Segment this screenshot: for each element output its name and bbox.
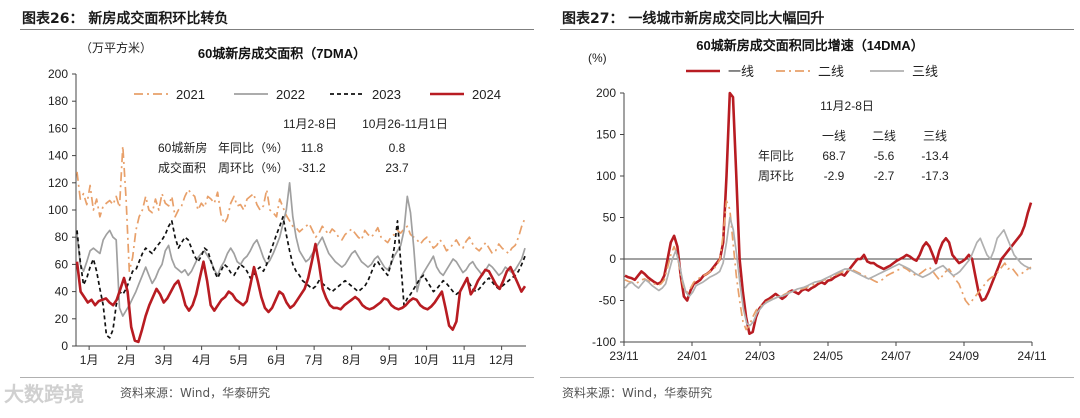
chart-title: 60城新房成交面积同比增速（14DMA） [696, 38, 924, 53]
legend-label: 2024 [472, 87, 501, 102]
x-tick-label: 4月 [192, 353, 211, 367]
table-row-group: 60城新房 [158, 140, 207, 155]
table-row-label: 年同比 [758, 149, 794, 163]
series-line-二线 [624, 200, 1032, 331]
y-tick-label: -100 [592, 335, 616, 349]
y-tick-label: 140 [48, 149, 68, 163]
x-tick-label: 24/03 [745, 349, 775, 363]
legend-label: 二线 [818, 64, 844, 79]
table-value: -5.6 [874, 149, 895, 163]
y-tick-label: 100 [596, 169, 616, 183]
table-value: 68.7 [822, 149, 846, 163]
right-bottom-rule [560, 377, 1074, 378]
x-tick-label: 1月 [80, 353, 99, 367]
x-tick-label: 11月 [452, 353, 476, 367]
x-tick-label: 24/09 [949, 349, 979, 363]
left-figure-panel: 图表26： 新房成交面积环比转负 60城新房成交面积（7DMA） （万平方米） 0 2… [4, 11, 534, 406]
series-line-一线 [624, 91, 1033, 336]
table-col-header: 10月26-11月1日 [362, 117, 448, 131]
left-title-rule [20, 29, 534, 30]
y-tick-label: 160 [48, 121, 68, 135]
right-title-rule [560, 29, 1074, 30]
legend-label: 一线 [728, 64, 754, 79]
y-tick-label: 0 [61, 339, 68, 353]
table-value: 11.8 [301, 141, 324, 155]
x-tick-label: 5月 [230, 353, 249, 367]
table-col-header: 二线 [872, 129, 896, 143]
right-figure-title: 图表27： 一线城市新房成交同比大幅回升 [562, 11, 825, 27]
table-value: 23.7 [385, 161, 409, 175]
series-line-2021 [76, 145, 526, 273]
table-value: -2.7 [874, 169, 895, 183]
chart-title: 60城新房成交面积（7DMA） [198, 46, 366, 61]
table-col-header: 三线 [923, 129, 947, 143]
y-tick-label: 0 [609, 252, 616, 266]
series-line-2022 [76, 181, 526, 317]
watermark-text: 大数跨境 [4, 382, 84, 406]
table-row-label: 年同比（%） [218, 141, 289, 155]
y-tick-label: 180 [48, 94, 68, 108]
table-date: 11月2-8日 [820, 99, 874, 113]
right-source-note: 资料来源：Wind，华泰研究 [562, 386, 713, 400]
y-tick-label: 20 [55, 312, 69, 326]
left-chart: 60城新房成交面积（7DMA） （万平方米） 0 20 40 60 80 100 120 140 1… [48, 40, 527, 367]
y-tick-label: 40 [55, 285, 69, 299]
right-figure-panel: 图表27： 一线城市新房成交同比大幅回升 60城新房成交面积同比增速（14DMA… [540, 0, 1080, 418]
y-tick-label: 120 [48, 176, 68, 190]
x-tick-label: 24/07 [881, 349, 911, 363]
x-tick-label: 3月 [155, 353, 174, 367]
x-tick-label: 23/11 [609, 349, 638, 363]
y-unit-label: (%) [588, 51, 607, 65]
table-row-group: 成交面积 [158, 160, 206, 175]
legend-label: 2021 [176, 87, 205, 102]
legend-label: 2022 [276, 87, 305, 102]
x-tick-label: 24/11 [1017, 349, 1046, 363]
series-line-三线 [624, 216, 1032, 327]
y-tick-label: 60 [55, 257, 69, 271]
x-tick-label: 2月 [117, 353, 136, 367]
table-value: -31.2 [298, 161, 326, 175]
y-tick-label: 80 [55, 230, 69, 244]
x-tick-label: 7月 [305, 353, 324, 367]
x-tick-label: 6月 [267, 353, 286, 367]
right-chart: 60城新房成交面积同比增速（14DMA） (%) -100 -50 0 50 100 150 2… [588, 38, 1047, 363]
table-value: -17.3 [921, 169, 949, 183]
x-tick-label: 12月 [489, 353, 514, 367]
table-row-label: 周环比（%） [218, 161, 289, 175]
table-col-header: 一线 [822, 129, 846, 143]
y-unit-label: （万平方米） [80, 40, 152, 55]
table-row-label: 周环比 [758, 169, 794, 183]
y-tick-label: -50 [599, 294, 617, 308]
series-line-2024 [75, 242, 527, 344]
legend-label: 2023 [372, 87, 401, 102]
y-tick-label: 100 [48, 203, 68, 217]
y-tick-label: 200 [48, 67, 68, 81]
left-bottom-rule [20, 377, 534, 378]
x-tick-label: 10月 [414, 353, 439, 367]
table-value: -2.9 [824, 169, 845, 183]
y-tick-label: 50 [603, 211, 617, 225]
x-tick-label: 24/05 [813, 349, 843, 363]
left-source-note: 资料来源：Wind，华泰研究 [120, 386, 271, 400]
y-tick-label: 200 [596, 86, 616, 100]
left-figure-title: 图表26： 新房成交面积环比转负 [22, 11, 229, 27]
table-value: -13.4 [921, 149, 949, 163]
table-value: 0.8 [389, 141, 406, 155]
y-tick-label: 150 [596, 128, 616, 142]
x-tick-label: 8月 [342, 353, 361, 367]
table-col-header: 11月2-8日 [283, 117, 337, 131]
series-line-2023 [76, 215, 526, 339]
x-tick-label: 9月 [380, 353, 399, 367]
legend-label: 三线 [912, 64, 938, 79]
x-tick-label: 24/01 [677, 349, 707, 363]
